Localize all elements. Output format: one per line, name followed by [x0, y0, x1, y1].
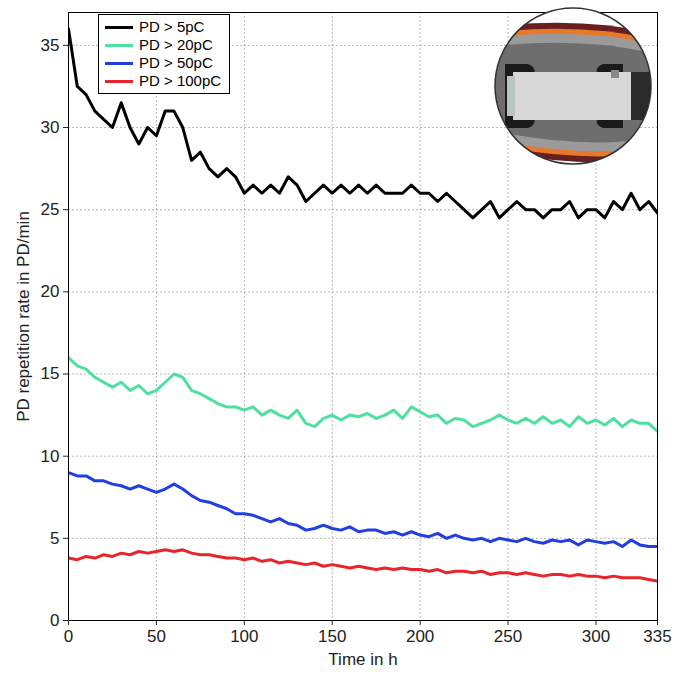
- svg-text:25: 25: [41, 200, 60, 219]
- svg-text:0: 0: [64, 627, 73, 646]
- svg-text:150: 150: [318, 627, 346, 646]
- svg-text:10: 10: [41, 447, 60, 466]
- html-text:PD > 5pC: PD > 5pC: [139, 18, 205, 35]
- svg-text:35: 35: [41, 36, 60, 55]
- html-text:PD > 20pC: PD > 20pC: [139, 36, 213, 53]
- svg-text:0: 0: [50, 611, 59, 630]
- svg-text:100: 100: [230, 627, 258, 646]
- svg-text:250: 250: [494, 627, 522, 646]
- html-text:PD > 100pC: PD > 100pC: [139, 72, 222, 89]
- svg-text:PD repetition rate in PD/min: PD repetition rate in PD/min: [14, 211, 33, 422]
- svg-text:15: 15: [41, 364, 60, 383]
- svg-text:30: 30: [41, 118, 60, 137]
- svg-text:300: 300: [582, 627, 610, 646]
- svg-text:335: 335: [643, 627, 671, 646]
- svg-text:50: 50: [147, 627, 166, 646]
- svg-text:5: 5: [50, 529, 59, 548]
- svg-text:200: 200: [406, 627, 434, 646]
- html-text:PD > 50pC: PD > 50pC: [139, 54, 213, 71]
- svg-text:20: 20: [41, 282, 60, 301]
- svg-text:Time in h: Time in h: [328, 650, 397, 669]
